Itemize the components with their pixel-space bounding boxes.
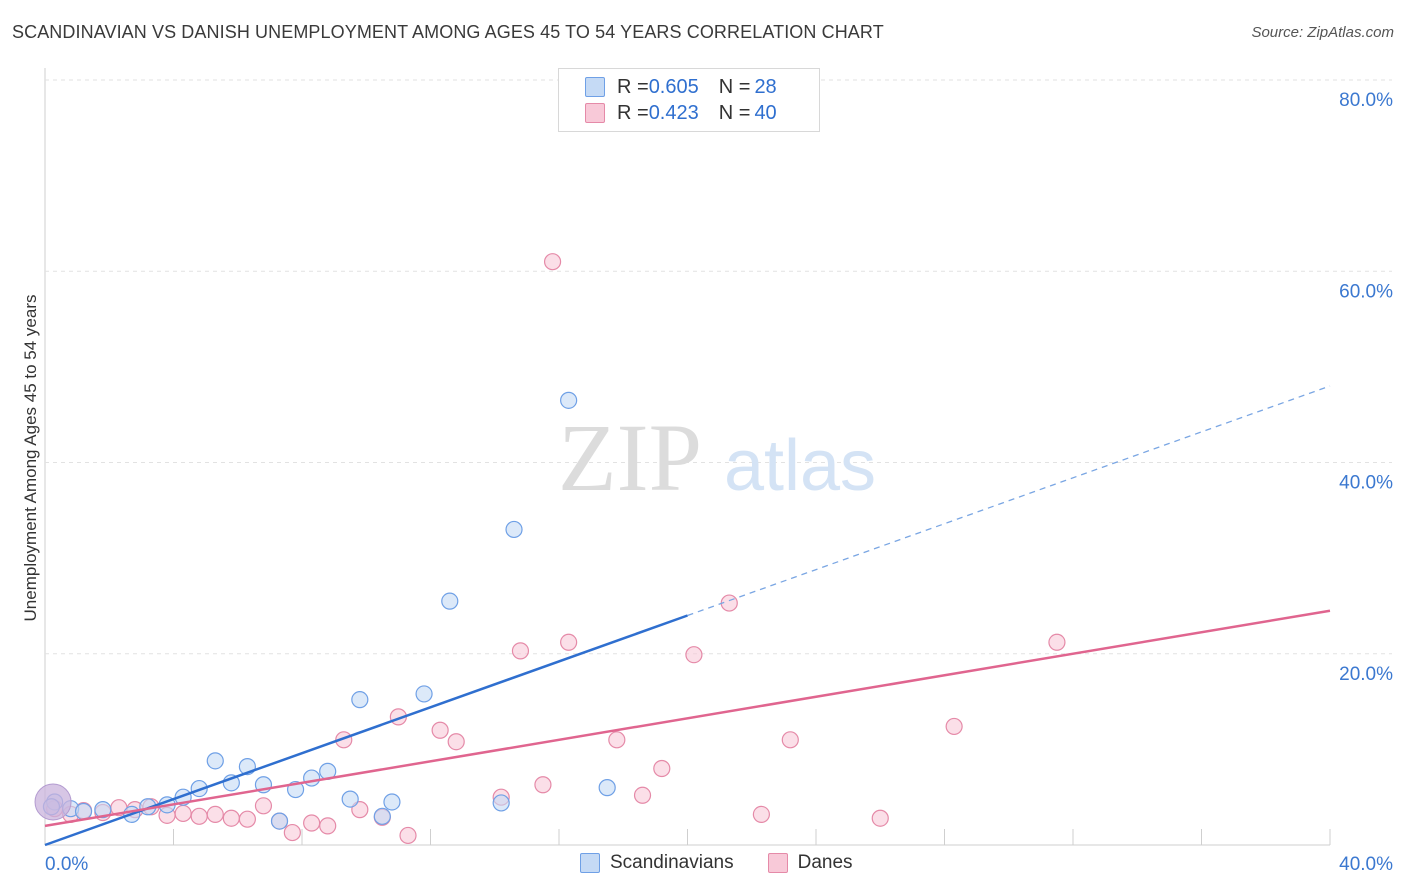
- watermark-zip: ZIP: [558, 404, 702, 511]
- y-tick-label: 40.0%: [1339, 473, 1393, 494]
- legend-r-value: 0.423: [648, 101, 699, 124]
- chart-title: SCANDINAVIAN VS DANISH UNEMPLOYMENT AMON…: [12, 22, 884, 42]
- point-scandinavians: [492, 794, 510, 812]
- legend-row-scandinavians: R = 0.605 N = 28: [585, 75, 777, 99]
- y-tick-label: 20.0%: [1339, 664, 1393, 685]
- series-label-scandinavians: Scandinavians: [610, 852, 734, 873]
- point-scandinavians: [206, 752, 224, 770]
- point-scandinavians: [303, 769, 321, 787]
- source-label: Source: ZipAtlas.com: [1251, 24, 1394, 41]
- point-scandinavians: [598, 779, 616, 797]
- point-danes: [534, 776, 552, 794]
- legend-n-label: N =: [718, 75, 751, 98]
- point-danes: [238, 810, 256, 828]
- trend-line-scandinavians-extension: [687, 385, 1331, 617]
- point-danes: [871, 809, 889, 827]
- correlation-legend: R = 0.605 N = 28 R = 0.423 N = 40: [558, 68, 820, 132]
- point-danes: [222, 809, 240, 827]
- point-danes: [560, 633, 578, 651]
- point-danes: [653, 759, 671, 778]
- y-axis-label: Unemployment Among Ages 45 to 54 years: [21, 295, 40, 622]
- point-scandinavians: [341, 790, 359, 808]
- trend-line-danes: [44, 609, 1331, 828]
- point-danes: [543, 253, 562, 271]
- point-danes: [206, 805, 224, 824]
- point-danes: [283, 823, 301, 842]
- point-danes: [752, 805, 770, 824]
- legend-n-value: 28: [754, 75, 777, 98]
- point-scandinavians: [373, 807, 391, 825]
- point-scandinavians: [94, 801, 112, 819]
- series-swatch-danes: [767, 853, 788, 873]
- point-scandinavians: [74, 802, 93, 821]
- series-label-danes: Danes: [797, 852, 853, 873]
- point-danes: [303, 814, 321, 832]
- point-danes: [319, 817, 337, 835]
- point-danes: [190, 807, 208, 825]
- point-danes: [633, 786, 652, 804]
- point-danes: [685, 646, 703, 664]
- point-danes: [945, 717, 963, 736]
- point-scandinavians: [560, 391, 578, 409]
- point-danes: [254, 797, 273, 815]
- legend-swatch-danes: [585, 103, 605, 123]
- series-legend-danes: Danes: [767, 852, 853, 874]
- point-scandinavians: [270, 812, 289, 830]
- point-danes: [351, 801, 369, 819]
- point-danes: [447, 733, 465, 751]
- legend-swatch-scandinavians: [585, 77, 605, 97]
- point-scandinavians: [441, 592, 459, 610]
- point-danes: [608, 731, 626, 749]
- point-scandinavians: [505, 520, 523, 539]
- point-scandinavians: [415, 685, 433, 703]
- point-scandinavians: [383, 793, 401, 811]
- point-danes: [174, 804, 192, 823]
- point-danes: [1048, 633, 1066, 651]
- legend-r-label: R =: [617, 101, 649, 124]
- legend-n-value: 40: [754, 101, 777, 124]
- y-tick-label: 60.0%: [1339, 281, 1393, 302]
- x-tick-label: 40.0%: [1339, 854, 1393, 875]
- legend-n-label: N =: [718, 101, 751, 124]
- point-danes: [781, 731, 799, 749]
- point-cluster: [34, 783, 72, 821]
- legend-r-value: 0.605: [648, 75, 699, 98]
- point-scandinavians: [351, 691, 369, 709]
- watermark-atlas: atlas: [724, 426, 876, 506]
- series-swatch-scandinavians: [580, 853, 600, 873]
- x-tick-label: 0.0%: [45, 854, 88, 875]
- point-danes: [511, 642, 530, 660]
- series-legend-scandinavians: Scandinavians: [580, 852, 734, 874]
- series-legend: Scandinavians Danes: [580, 852, 887, 874]
- legend-r-label: R =: [617, 75, 649, 98]
- legend-row-danes: R = 0.423 N = 40: [585, 101, 777, 125]
- point-danes: [431, 721, 449, 739]
- y-tick-label: 80.0%: [1339, 90, 1393, 111]
- point-danes: [399, 826, 417, 845]
